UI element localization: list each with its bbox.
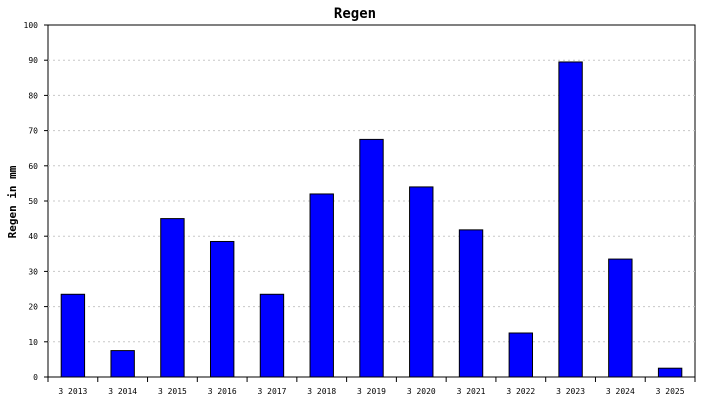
- y-tick-label: 50: [28, 197, 38, 206]
- y-tick-label: 70: [28, 127, 38, 136]
- bar: [409, 186, 434, 378]
- x-tick-label: 3 2020: [407, 387, 436, 396]
- bar: [558, 61, 583, 378]
- y-tick-label: 40: [28, 232, 38, 241]
- chart-title: Regen: [334, 6, 376, 22]
- bar: [608, 258, 633, 378]
- y-axis-label: Regen in mm: [6, 165, 19, 238]
- x-tick-label: 3 2018: [307, 387, 336, 396]
- y-tick-label: 90: [28, 56, 38, 65]
- x-tick-label: 3 2025: [656, 387, 685, 396]
- bar: [60, 293, 86, 378]
- y-axis-ticks: 0 10 20 30 40 50 60 70 80 90 100: [24, 21, 48, 382]
- y-tick-label: 80: [28, 91, 38, 100]
- x-tick-label: 3 2016: [208, 387, 237, 396]
- x-axis-ticks: 3 2013 3 2014 3 2015 3 2016 3 2017 3 2018 3 20…: [47, 377, 696, 396]
- bar: [209, 240, 235, 378]
- x-tick-label: 3 2019: [357, 387, 386, 396]
- bar: [309, 193, 334, 378]
- bar: [160, 218, 185, 378]
- y-tick-label: 30: [28, 267, 38, 276]
- y-tick-label: 100: [24, 21, 39, 30]
- x-tick-label: 3 2017: [258, 387, 287, 396]
- x-tick-label: 3 2013: [58, 387, 87, 396]
- x-tick-label: 3 2023: [556, 387, 585, 396]
- bar: [359, 138, 384, 378]
- bar: [657, 367, 683, 378]
- y-tick-label: 20: [28, 303, 38, 312]
- bars: [60, 61, 683, 378]
- x-tick-label: 3 2015: [158, 387, 187, 396]
- x-tick-label: 3 2014: [108, 387, 137, 396]
- bar: [110, 350, 135, 378]
- x-tick-label: 3 2021: [457, 387, 486, 396]
- x-tick-label: 3 2024: [606, 387, 635, 396]
- bar: [259, 293, 285, 378]
- bar: [458, 229, 484, 378]
- x-tick-label: 3 2022: [506, 387, 535, 396]
- y-tick-label: 10: [28, 338, 38, 347]
- bar: [508, 332, 534, 378]
- y-tick-label: 60: [28, 162, 38, 171]
- y-tick-label: 0: [33, 373, 38, 382]
